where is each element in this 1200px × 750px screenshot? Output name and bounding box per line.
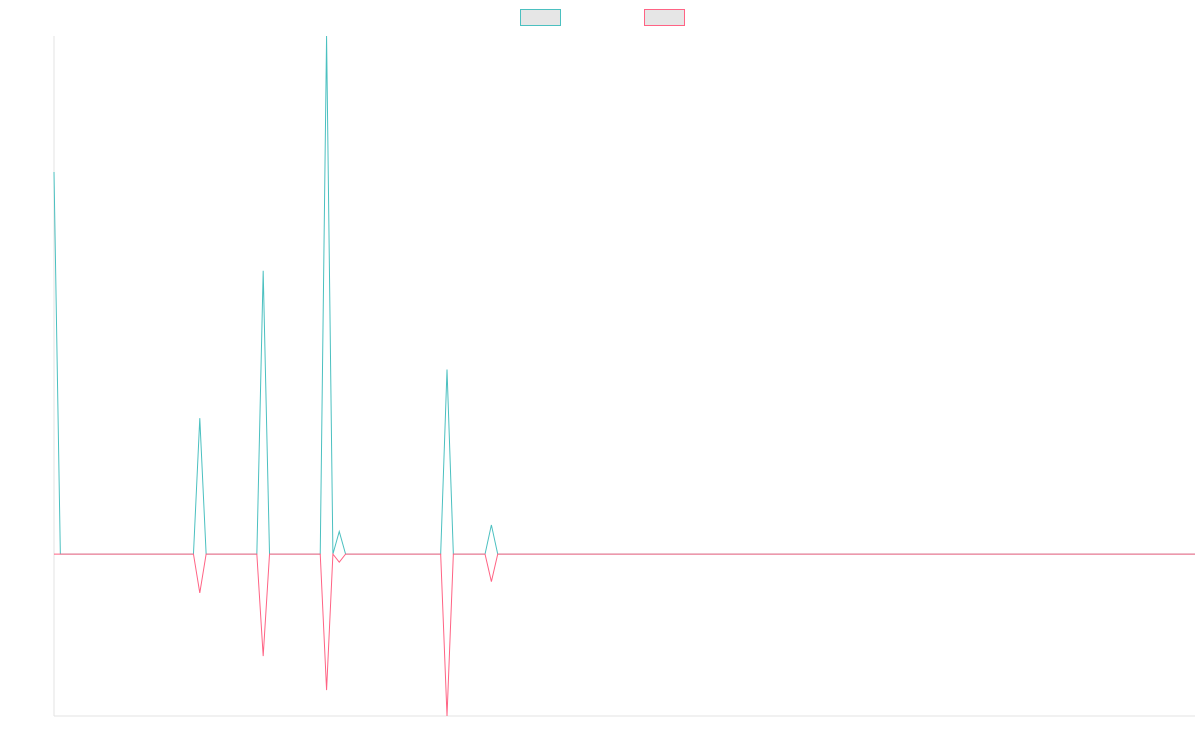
legend[interactable] bbox=[520, 9, 685, 26]
legend-swatch-2[interactable] bbox=[644, 9, 685, 26]
series-layer bbox=[53, 35, 1195, 717]
axes bbox=[53, 36, 1195, 717]
series-line-1[interactable] bbox=[53, 35, 1195, 555]
legend-swatch-1[interactable] bbox=[520, 9, 561, 26]
series-line-2[interactable] bbox=[54, 552, 1195, 717]
